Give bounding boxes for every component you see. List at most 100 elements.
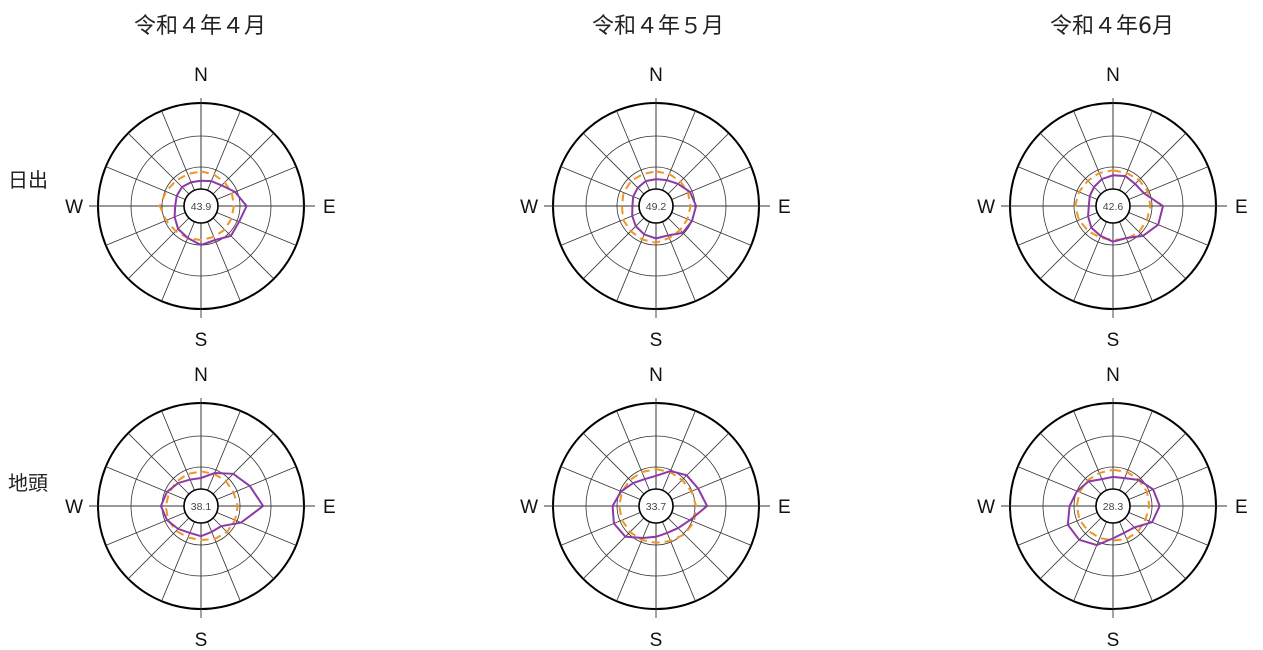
spoke-NNE (662, 110, 696, 191)
spoke-ESE (1128, 512, 1209, 546)
column-title-april: 令和４年４月 (133, 14, 266, 39)
direction-label-N: N (1106, 65, 1120, 86)
spoke-NNW (1073, 410, 1107, 491)
spoke-SSE (662, 521, 696, 602)
calm-value-label: 43.9 (191, 201, 212, 213)
spoke-ESE (671, 212, 752, 246)
spoke-NW (1039, 132, 1102, 195)
spoke-SSE (207, 221, 241, 302)
series-average-line (158, 170, 235, 242)
spoke-WNW (105, 166, 186, 200)
series-observed-line (611, 469, 709, 540)
spoke-ENE (216, 466, 297, 500)
series-observed-line (173, 179, 248, 247)
calm-circle (183, 188, 219, 224)
column-title-may: 令和４年５月 (591, 14, 724, 39)
direction-label-W: W (977, 197, 995, 218)
direction-label-S: S (195, 330, 208, 351)
spoke-SSE (1119, 521, 1153, 602)
direction-label-N: N (194, 65, 208, 86)
spoke-SSW (616, 521, 650, 602)
spoke-NW (582, 132, 645, 195)
direction-label-S: S (650, 630, 663, 650)
spoke-SE (212, 217, 275, 280)
spoke-SSW (161, 521, 195, 602)
spoke-NE (1124, 432, 1187, 495)
spoke-NW (1039, 432, 1102, 495)
spoke-SE (212, 517, 275, 580)
spoke-SSE (207, 521, 241, 602)
direction-label-N: N (194, 365, 208, 386)
series-average-line (620, 170, 692, 244)
spoke-ENE (671, 466, 752, 500)
spoke-ENE (1128, 166, 1209, 200)
row-label-sunrise: 日出 (8, 168, 48, 192)
calm-circle (638, 188, 674, 224)
calm-value-label: 28.3 (1103, 501, 1124, 513)
spoke-SSE (1119, 221, 1153, 302)
spoke-NNE (662, 410, 696, 491)
spoke-NNE (207, 110, 241, 191)
spoke-NNW (616, 110, 650, 191)
spoke-ESE (671, 512, 752, 546)
direction-label-E: E (323, 497, 336, 518)
direction-label-W: W (65, 197, 83, 218)
series-observed-line (1066, 475, 1161, 547)
spoke-NE (212, 132, 275, 195)
spoke-NNW (161, 410, 195, 491)
direction-label-N: N (649, 365, 663, 386)
calm-value-label: 33.7 (646, 501, 667, 513)
spoke-ESE (1128, 212, 1209, 246)
series-average-line (1074, 169, 1152, 242)
spoke-WSW (560, 512, 641, 546)
calm-value-label: 38.1 (191, 501, 212, 513)
spoke-NNE (207, 410, 241, 491)
spoke-NE (212, 432, 275, 495)
spoke-NNW (161, 110, 195, 191)
direction-label-S: S (1107, 630, 1120, 650)
spoke-NNW (616, 410, 650, 491)
spoke-WSW (1017, 512, 1098, 546)
spoke-SW (582, 517, 645, 580)
spoke-WSW (1017, 212, 1098, 246)
spoke-WNW (560, 466, 641, 500)
spoke-ENE (671, 166, 752, 200)
spoke-ENE (1128, 466, 1209, 500)
spoke-NNW (1073, 110, 1107, 191)
direction-label-N: N (1106, 365, 1120, 386)
calm-circle (1095, 188, 1131, 224)
direction-label-E: E (1235, 197, 1248, 218)
calm-value-label: 42.6 (1103, 201, 1124, 213)
spoke-WSW (560, 212, 641, 246)
direction-label-N: N (649, 65, 663, 86)
spoke-NE (667, 432, 730, 495)
spoke-ENE (216, 166, 297, 200)
direction-label-E: E (778, 197, 791, 218)
series-observed-line (631, 178, 698, 240)
spoke-SE (667, 217, 730, 280)
spoke-WSW (105, 512, 186, 546)
calm-circle (183, 488, 219, 524)
calm-circle (1095, 488, 1131, 524)
direction-label-S: S (1107, 330, 1120, 351)
spoke-WSW (105, 212, 186, 246)
direction-label-W: W (977, 497, 995, 518)
spoke-SSW (1073, 521, 1107, 602)
spoke-WNW (105, 466, 186, 500)
direction-label-S: S (195, 630, 208, 650)
spoke-SE (1124, 217, 1187, 280)
row-label-jito: 地頭 (8, 471, 48, 495)
spoke-SW (582, 217, 645, 280)
series-observed-line (1087, 174, 1165, 243)
direction-label-W: W (520, 197, 538, 218)
series-observed-line (159, 471, 265, 538)
spoke-NW (127, 132, 190, 195)
column-title-june: 令和４年6月 (1050, 14, 1174, 39)
spoke-ESE (216, 512, 297, 546)
